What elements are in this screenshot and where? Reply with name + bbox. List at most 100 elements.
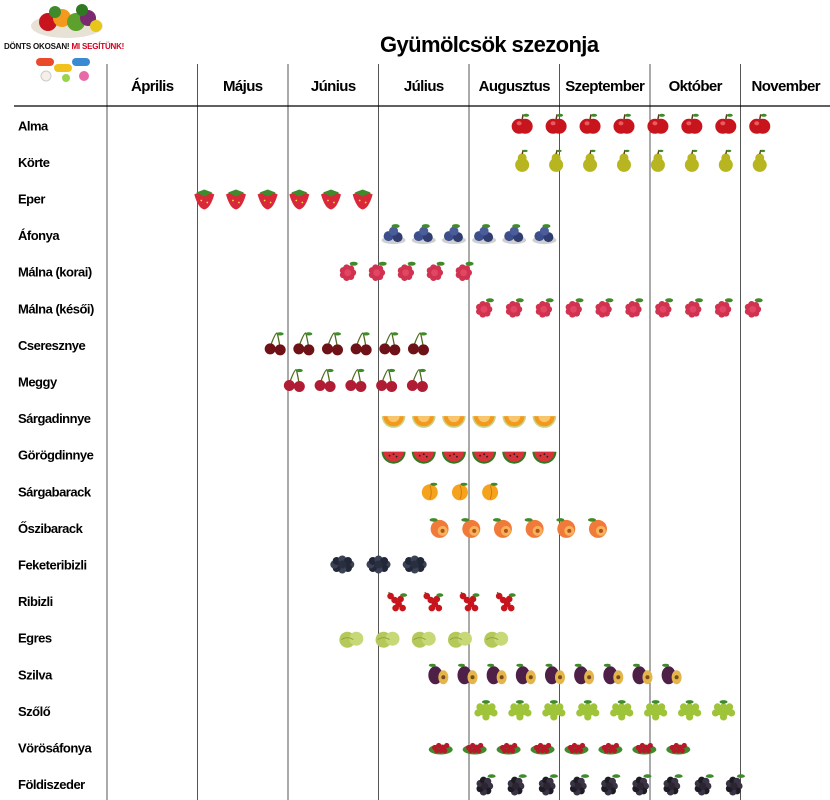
month-header: Október — [669, 78, 723, 95]
plum-icon — [661, 663, 682, 685]
fruit-label: Görögdinnye — [18, 448, 94, 463]
raspberry-icon — [625, 298, 644, 318]
redcurrant-icon — [387, 591, 408, 612]
raspberry-icon — [714, 298, 733, 318]
strawberry-icon — [257, 189, 278, 210]
gooseberry-icon — [375, 631, 400, 648]
blackberry-icon — [725, 774, 745, 796]
chart-title: Gyümölcsök szezonja — [380, 32, 599, 57]
fruit-label: Eper — [18, 192, 45, 207]
plum-icon — [544, 663, 565, 685]
apple-icon — [545, 113, 567, 134]
pear-icon — [549, 149, 564, 172]
blackberry-icon — [569, 774, 590, 796]
gooseberry-icon — [411, 631, 436, 648]
sour-cherry-icon — [376, 368, 398, 392]
strawberry-icon — [289, 189, 310, 210]
blackcurrant-icon — [402, 555, 427, 574]
fruit-label: Cseresznye — [18, 338, 86, 353]
redcurrant-icon — [495, 591, 516, 612]
sour-cherry-icon — [283, 368, 305, 392]
apple-icon — [647, 113, 669, 134]
peach-icon — [524, 518, 544, 538]
cantaloupe-icon — [502, 416, 527, 428]
raspberry-icon — [368, 261, 387, 281]
blueberry-icon — [472, 224, 497, 245]
peach-icon — [461, 518, 481, 538]
fruit-label: Meggy — [18, 375, 58, 390]
fruit-label: Körte — [18, 155, 50, 170]
blackberry-icon — [538, 774, 558, 796]
watermelon-icon — [472, 451, 497, 464]
peach-icon — [492, 518, 512, 538]
plum-icon — [428, 663, 449, 685]
logo: DÖNTS OKOSAN! MI SEGÍTÜNK! — [4, 4, 124, 88]
fruit-label: Málna (korai) — [18, 265, 92, 280]
cherry-icon — [350, 332, 372, 356]
watermelon-icon — [502, 451, 527, 464]
fruit-label: Áfonya — [18, 228, 60, 243]
gooseberry-icon — [447, 631, 472, 648]
cherry-icon — [379, 332, 401, 356]
fruit-label: Földiszeder — [18, 777, 85, 792]
plum-icon — [457, 663, 478, 685]
sour-cherry-icon — [314, 368, 336, 392]
raspberry-icon — [397, 261, 416, 281]
month-header: November — [751, 78, 820, 95]
cantaloupe-icon — [472, 416, 496, 428]
pear-icon — [684, 149, 699, 172]
fruit-label: Egres — [18, 631, 52, 646]
fruit-label: Sárgabarack — [18, 484, 92, 499]
month-header: Június — [311, 78, 356, 95]
plum-icon — [574, 663, 595, 685]
raspberry-icon — [505, 298, 524, 318]
blueberry-icon — [502, 224, 527, 245]
blueberry-icon — [411, 224, 436, 245]
blueberry-icon — [381, 224, 406, 245]
raspberry-icon — [685, 298, 703, 318]
apricot-icon — [421, 482, 438, 501]
strawberry-icon — [352, 189, 373, 210]
peach-icon — [429, 518, 449, 538]
watermelon-icon — [441, 451, 466, 464]
cantaloupe-icon — [411, 416, 436, 428]
apple-icon — [681, 113, 703, 134]
strawberry-icon — [194, 189, 215, 210]
gooseberry-icon — [484, 631, 509, 648]
month-header: Május — [223, 78, 263, 95]
apple-icon — [749, 113, 771, 134]
grape-icon — [542, 700, 566, 721]
grape-icon — [711, 700, 736, 721]
cherry-icon — [407, 332, 429, 356]
fruit-label: Sárgadinnye — [18, 411, 91, 426]
fruit-label: Ribizli — [18, 594, 53, 609]
logo-slogan-left: DÖNTS OKOSAN! — [4, 42, 70, 51]
month-header: Augusztus — [479, 78, 551, 95]
blueberry-icon — [441, 224, 466, 245]
apple-icon — [613, 113, 635, 134]
blackberry-icon — [601, 774, 621, 796]
gooseberry-icon — [339, 631, 364, 648]
cherry-icon — [321, 332, 343, 356]
logo-slogan: DÖNTS OKOSAN! MI SEGÍTÜNK! — [4, 42, 128, 51]
cantaloupe-icon — [532, 416, 557, 428]
blackberry-icon — [507, 774, 527, 796]
raspberry-icon — [744, 298, 763, 318]
lingonberry-icon — [462, 742, 487, 755]
lingonberry-icon — [598, 742, 623, 755]
redcurrant-icon — [423, 591, 444, 612]
logo-slogan-right: MI SEGÍTÜNK! — [71, 42, 125, 51]
lingonberry-icon — [496, 742, 521, 755]
pear-icon — [752, 149, 767, 172]
blackcurrant-icon — [330, 555, 355, 574]
grape-icon — [677, 700, 702, 721]
raspberry-icon — [476, 298, 494, 318]
plum-icon — [486, 663, 507, 685]
sour-cherry-icon — [345, 368, 367, 392]
cantaloupe-icon — [442, 416, 466, 428]
fruit-label: Szőlő — [18, 704, 51, 719]
grape-icon — [644, 700, 668, 721]
watermelon-icon — [532, 451, 557, 464]
pear-icon — [515, 149, 530, 172]
